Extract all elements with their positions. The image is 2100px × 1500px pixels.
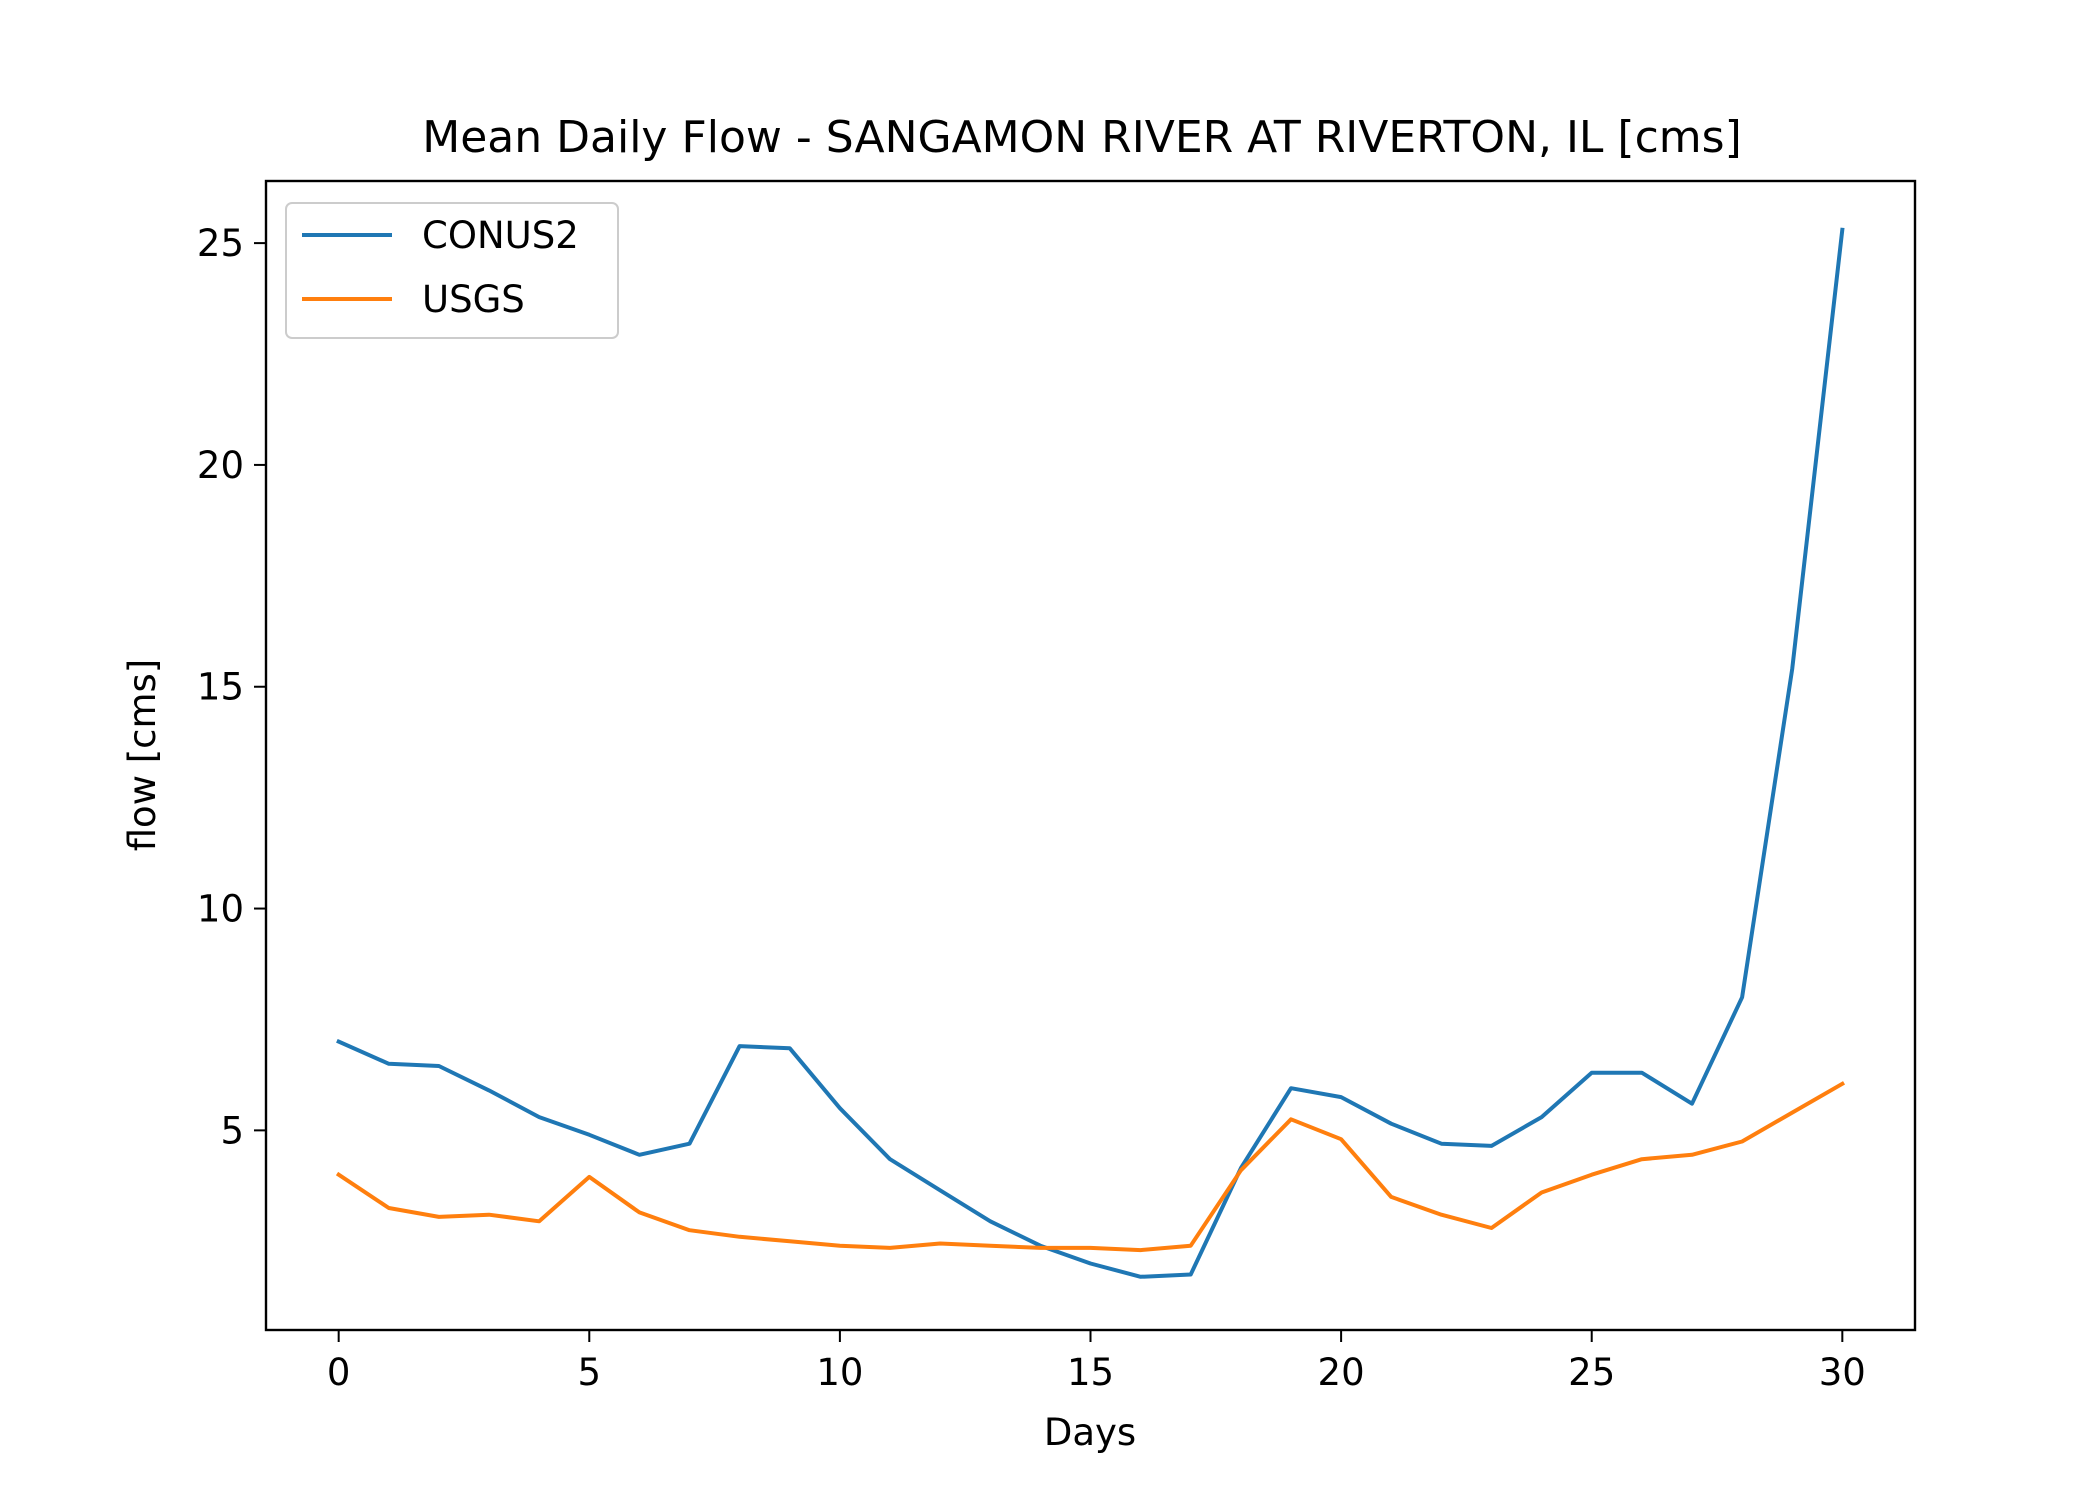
x-tick-label: 15	[1067, 1351, 1114, 1394]
x-tick-label: 25	[1568, 1351, 1615, 1394]
x-axis: 0 5 10 15 20 25 30	[327, 1330, 1866, 1394]
x-tick-label: 5	[578, 1351, 602, 1394]
legend-label-conus2: CONUS2	[422, 214, 579, 257]
x-axis-label: Days	[1044, 1411, 1136, 1454]
y-tick-label: 5	[220, 1109, 244, 1152]
chart-title: Mean Daily Flow - SANGAMON RIVER AT RIVE…	[422, 112, 1741, 163]
plot-area	[335, 227, 1846, 1279]
series-line-usgs	[335, 1081, 1846, 1253]
x-tick-label: 0	[327, 1351, 351, 1394]
x-tick-label: 10	[816, 1351, 863, 1394]
y-tick-label: 10	[197, 888, 244, 931]
y-tick-label: 15	[197, 666, 244, 709]
x-tick-label: 20	[1318, 1351, 1365, 1394]
x-tick-label: 30	[1819, 1351, 1866, 1394]
y-axis: 5 10 15 20 25	[197, 222, 266, 1152]
legend-label-usgs: USGS	[422, 278, 525, 321]
series-line-conus2	[336, 227, 1845, 1279]
y-tick-label: 25	[197, 222, 244, 265]
legend: CONUS2 USGS	[285, 202, 619, 339]
y-axis-label: flow [cms]	[121, 659, 164, 852]
y-tick-label: 20	[197, 444, 244, 487]
